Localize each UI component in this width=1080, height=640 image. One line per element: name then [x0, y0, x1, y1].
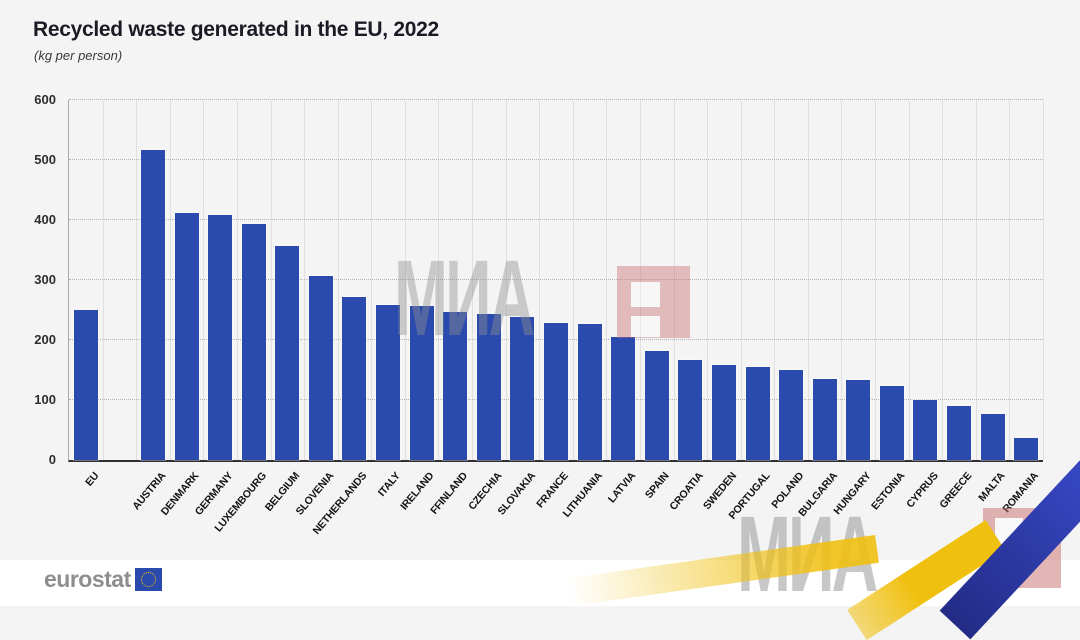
x-axis-label-cyprus: CYPRUS [904, 470, 941, 511]
column-separator [606, 100, 608, 460]
mia-logo-block-square [995, 518, 1023, 544]
x-axis-label-greece: GREECE [937, 470, 975, 511]
bar-slovenia [308, 276, 333, 460]
column-separator [572, 100, 574, 460]
x-axis-label-latvia: LATVIA [606, 470, 639, 506]
x-axis-label-spain: SPAIN [643, 470, 672, 501]
page-title: Recycled waste generated in the EU, 2022 [33, 18, 439, 41]
column-separator [404, 100, 406, 460]
bar-france [544, 323, 568, 460]
y-axis-tick-label: 500 [34, 152, 56, 167]
x-axis-label-malta: MALTA [976, 470, 1008, 504]
y-axis-tick-label: 300 [34, 272, 56, 287]
bar-czechia [476, 313, 501, 460]
column-separator [472, 100, 474, 460]
page-subtitle: (kg per person) [34, 48, 123, 63]
column-separator [203, 100, 205, 460]
gridline [69, 219, 1043, 220]
bar-lithuania [577, 324, 602, 460]
x-axis-label-eu: EU [82, 470, 101, 489]
eu-stars-icon [140, 572, 156, 587]
gridline [69, 159, 1043, 160]
column-separator [371, 100, 373, 460]
bar-austria [140, 149, 165, 460]
gridline [69, 279, 1043, 280]
bar-slovakia [510, 317, 535, 460]
bar-estonia [879, 386, 904, 460]
bar-portugal [745, 367, 770, 460]
bar-ireland [409, 306, 434, 460]
bar-belgium [275, 245, 300, 460]
plot-area: EU AUSTRIA DENMARK GERMANY LUXEMBOURG BELGIUM… [68, 99, 1044, 537]
column-separator [539, 100, 541, 460]
column-separator [975, 100, 977, 460]
column-separator [807, 100, 809, 460]
footer-bar: eurostat [0, 560, 1080, 606]
column-separator [707, 100, 709, 460]
bar-bulgaria [812, 379, 837, 460]
eurostat-wordmark: eurostat [44, 566, 131, 592]
bar-netherlands [342, 296, 367, 460]
column-separator [169, 100, 171, 460]
column-separator [639, 100, 641, 460]
y-axis-tick-label: 600 [34, 92, 56, 107]
column-separator [236, 100, 238, 460]
column-separator [774, 100, 776, 460]
y-axis-tick-label: 400 [34, 212, 56, 227]
column-separator [136, 100, 138, 460]
column-separator [304, 100, 306, 460]
column-separator [875, 100, 877, 460]
bar-eu [73, 310, 98, 460]
eurostat-logo: eurostat [44, 566, 162, 593]
bar-hungary [846, 379, 871, 460]
column-separator [102, 100, 104, 460]
bar-italy [376, 305, 401, 460]
bar-luxembourg [241, 224, 266, 460]
bar-greece [947, 406, 972, 460]
bar-spain [644, 350, 669, 460]
y-axis-tick-label: 100 [34, 392, 56, 407]
bar-malta [980, 414, 1005, 460]
gridline [69, 99, 1043, 100]
bar-romania [1014, 437, 1039, 460]
column-separator [337, 100, 339, 460]
y-axis-tick-label: 0 [48, 452, 56, 467]
column-separator [908, 100, 910, 460]
x-axis-label-croatia: CROATIA [667, 470, 706, 513]
x-axis-label-estonia: ESTONIA [868, 470, 908, 513]
bar-latvia [611, 337, 636, 460]
column-separator [1043, 100, 1044, 460]
column-separator [740, 100, 742, 460]
column-separator [673, 100, 675, 460]
column-separator [942, 100, 944, 460]
bar-poland [779, 370, 804, 460]
column-separator [270, 100, 272, 460]
column-separator [438, 100, 440, 460]
bar-croatia [678, 360, 703, 460]
eu-flag-icon [134, 568, 162, 591]
column-separator [841, 100, 843, 460]
x-axis-label-italy: ITALY [376, 470, 404, 499]
bar-ffinland [443, 312, 468, 460]
bar-germany [208, 214, 233, 460]
bar-cyprus [913, 400, 938, 460]
bar-denmark [174, 213, 199, 460]
bar-sweden [711, 365, 736, 460]
column-separator [505, 100, 507, 460]
column-separator [1009, 100, 1011, 460]
y-axis-tick-label: 200 [34, 332, 56, 347]
